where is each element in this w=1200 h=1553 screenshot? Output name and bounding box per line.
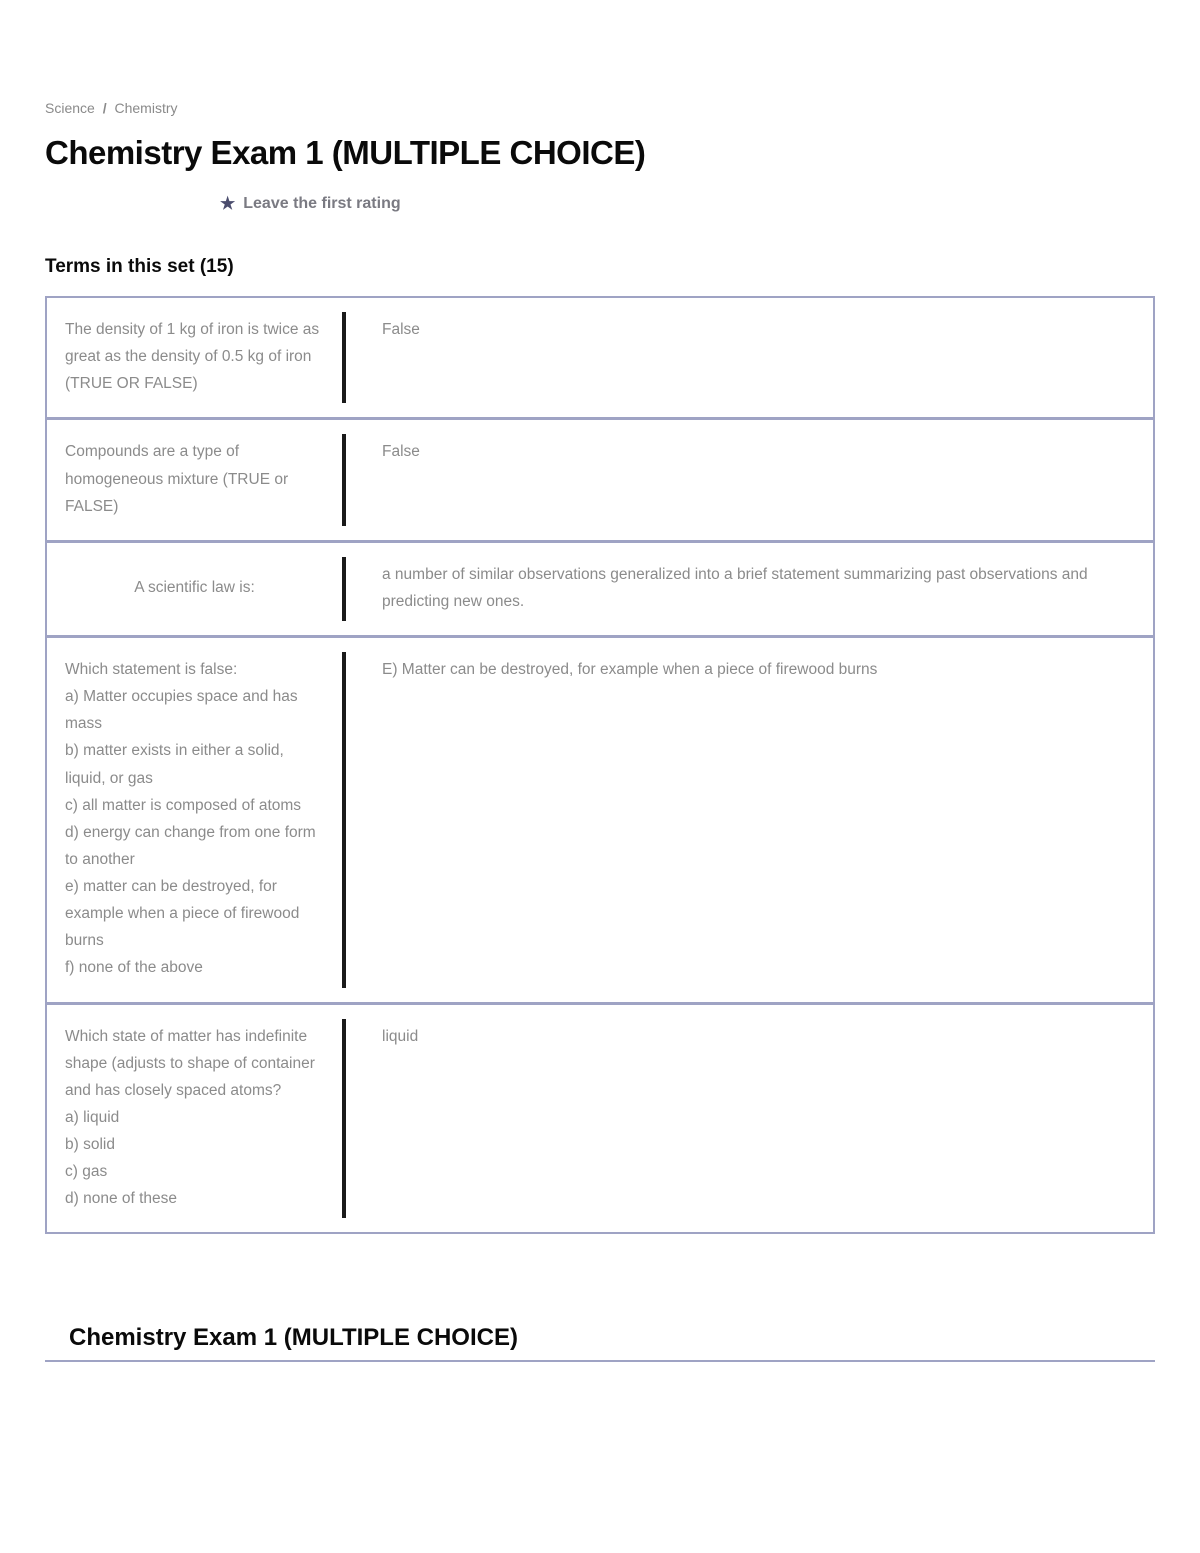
flashcard-row[interactable]: The density of 1 kg of iron is twice as … — [47, 298, 1153, 420]
rating-prompt[interactable]: ★ Leave the first rating — [220, 194, 1155, 214]
flashcard-definition: False — [346, 298, 1153, 417]
flashcard-row[interactable]: Compounds are a type of homogeneous mixt… — [47, 420, 1153, 542]
flashcard-term: Which statement is false: a) Matter occu… — [47, 638, 342, 1002]
flashcard-row[interactable]: Which statement is false: a) Matter occu… — [47, 638, 1153, 1005]
flashcard-term: Compounds are a type of homogeneous mixt… — [47, 420, 342, 539]
flashcard-row[interactable]: A scientific law is:a number of similar … — [47, 543, 1153, 638]
flashcard-definition: a number of similar observations general… — [346, 543, 1153, 635]
page-title: Chemistry Exam 1 (MULTIPLE CHOICE) — [45, 134, 1155, 172]
breadcrumb: Science / Chemistry — [45, 100, 1155, 116]
terms-heading: Terms in this set (15) — [45, 256, 1155, 278]
footer-title-section: Chemistry Exam 1 (MULTIPLE CHOICE) — [45, 1324, 1155, 1362]
breadcrumb-separator: / — [103, 100, 107, 116]
cards-container: The density of 1 kg of iron is twice as … — [45, 296, 1155, 1234]
flashcard-definition: liquid — [346, 1005, 1153, 1233]
rating-text: Leave the first rating — [243, 195, 400, 213]
flashcard-term: Which state of matter has indefinite sha… — [47, 1005, 342, 1233]
flashcard-definition: E) Matter can be destroyed, for example … — [346, 638, 1153, 1002]
footer-title: Chemistry Exam 1 (MULTIPLE CHOICE) — [69, 1324, 1155, 1360]
flashcard-definition: False — [346, 420, 1153, 539]
breadcrumb-item-chemistry[interactable]: Chemistry — [114, 100, 177, 116]
flashcard-term: The density of 1 kg of iron is twice as … — [47, 298, 342, 417]
flashcard-term: A scientific law is: — [47, 543, 342, 635]
breadcrumb-item-science[interactable]: Science — [45, 100, 95, 116]
star-icon: ★ — [220, 194, 235, 214]
flashcard-row[interactable]: Which state of matter has indefinite sha… — [47, 1005, 1153, 1233]
